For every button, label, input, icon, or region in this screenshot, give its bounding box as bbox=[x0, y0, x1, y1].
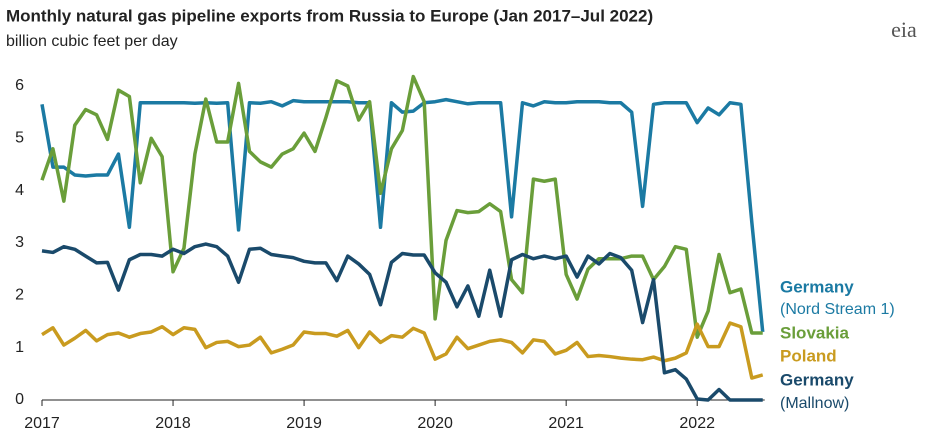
x-tick-label: 2022 bbox=[679, 415, 715, 432]
legend-label: Poland bbox=[780, 346, 837, 365]
chart-title: Monthly natural gas pipeline exports fro… bbox=[6, 6, 653, 25]
legend-label: Germany bbox=[780, 370, 854, 389]
legend-label: Germany bbox=[780, 277, 854, 296]
series-line bbox=[41, 242, 763, 402]
logo: eia bbox=[891, 17, 917, 42]
series-line bbox=[41, 321, 764, 380]
y-tick-label: 3 bbox=[15, 234, 24, 251]
x-tick-label: 2017 bbox=[24, 415, 60, 432]
x-tick-label: 2021 bbox=[548, 415, 584, 432]
chart-subtitle: billion cubic feet per day bbox=[6, 33, 178, 50]
legend-note: (Nord Stream 1) bbox=[780, 301, 895, 318]
y-tick-label: 0 bbox=[15, 391, 24, 408]
y-tick-label: 4 bbox=[15, 182, 24, 199]
x-tick-label: 2019 bbox=[286, 415, 322, 432]
y-tick-label: 5 bbox=[15, 130, 24, 147]
series-line bbox=[40, 74, 763, 339]
x-tick-label: 2018 bbox=[155, 415, 191, 432]
y-tick-label: 1 bbox=[15, 339, 24, 356]
legend-label: Slovakia bbox=[780, 323, 850, 342]
legend-note: (Mallnow) bbox=[780, 395, 849, 412]
y-tick-label: 2 bbox=[15, 287, 24, 304]
y-tick-label: 6 bbox=[15, 77, 24, 94]
series-line bbox=[40, 97, 765, 333]
x-tick-label: 2020 bbox=[417, 415, 453, 432]
